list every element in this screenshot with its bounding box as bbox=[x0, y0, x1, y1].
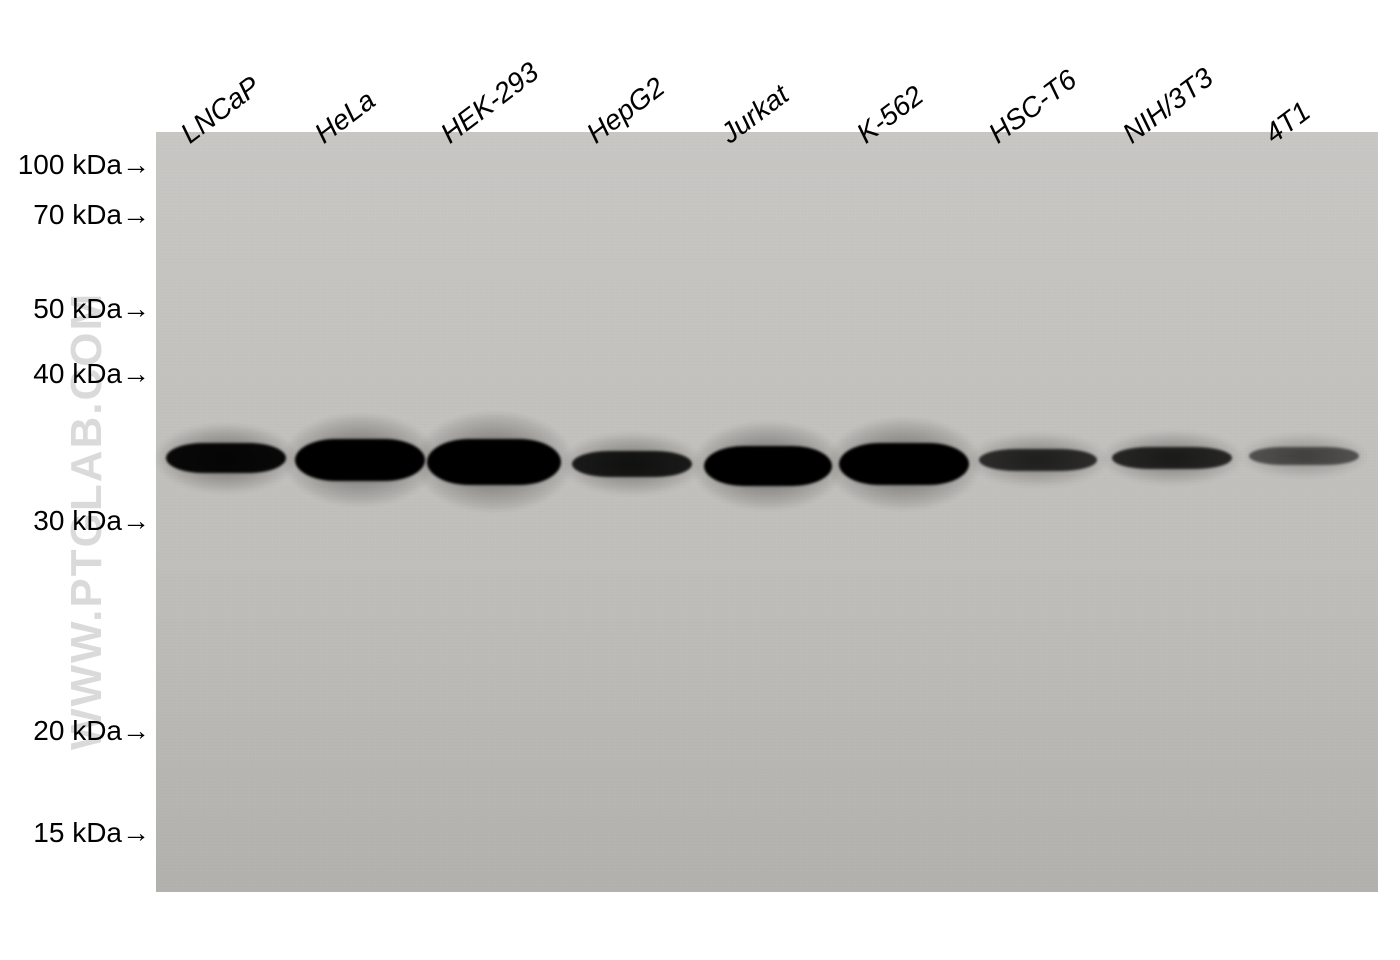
blot-figure: WWW.PTGLAB.COM LNCaPHeLaHEK-293HepG2Jurk… bbox=[0, 0, 1400, 960]
protein-band bbox=[979, 449, 1097, 471]
protein-band bbox=[572, 451, 692, 477]
protein-band bbox=[295, 439, 425, 481]
mw-marker-label: 50 kDa→ bbox=[33, 293, 150, 325]
mw-marker-label: 100 kDa→ bbox=[18, 149, 150, 181]
watermark-text: WWW.PTGLAB.COM bbox=[62, 190, 112, 750]
mw-marker-label: 15 kDa→ bbox=[33, 817, 150, 849]
protein-band bbox=[427, 439, 561, 485]
blot-membrane bbox=[156, 132, 1378, 892]
mw-marker-label: 30 kDa→ bbox=[33, 505, 150, 537]
protein-band bbox=[1112, 447, 1232, 469]
mw-marker-label: 40 kDa→ bbox=[33, 358, 150, 390]
protein-band bbox=[704, 446, 832, 486]
protein-band bbox=[166, 443, 286, 473]
protein-band bbox=[1249, 447, 1359, 465]
mw-marker-label: 70 kDa→ bbox=[33, 199, 150, 231]
protein-band bbox=[839, 443, 969, 485]
mw-marker-label: 20 kDa→ bbox=[33, 715, 150, 747]
